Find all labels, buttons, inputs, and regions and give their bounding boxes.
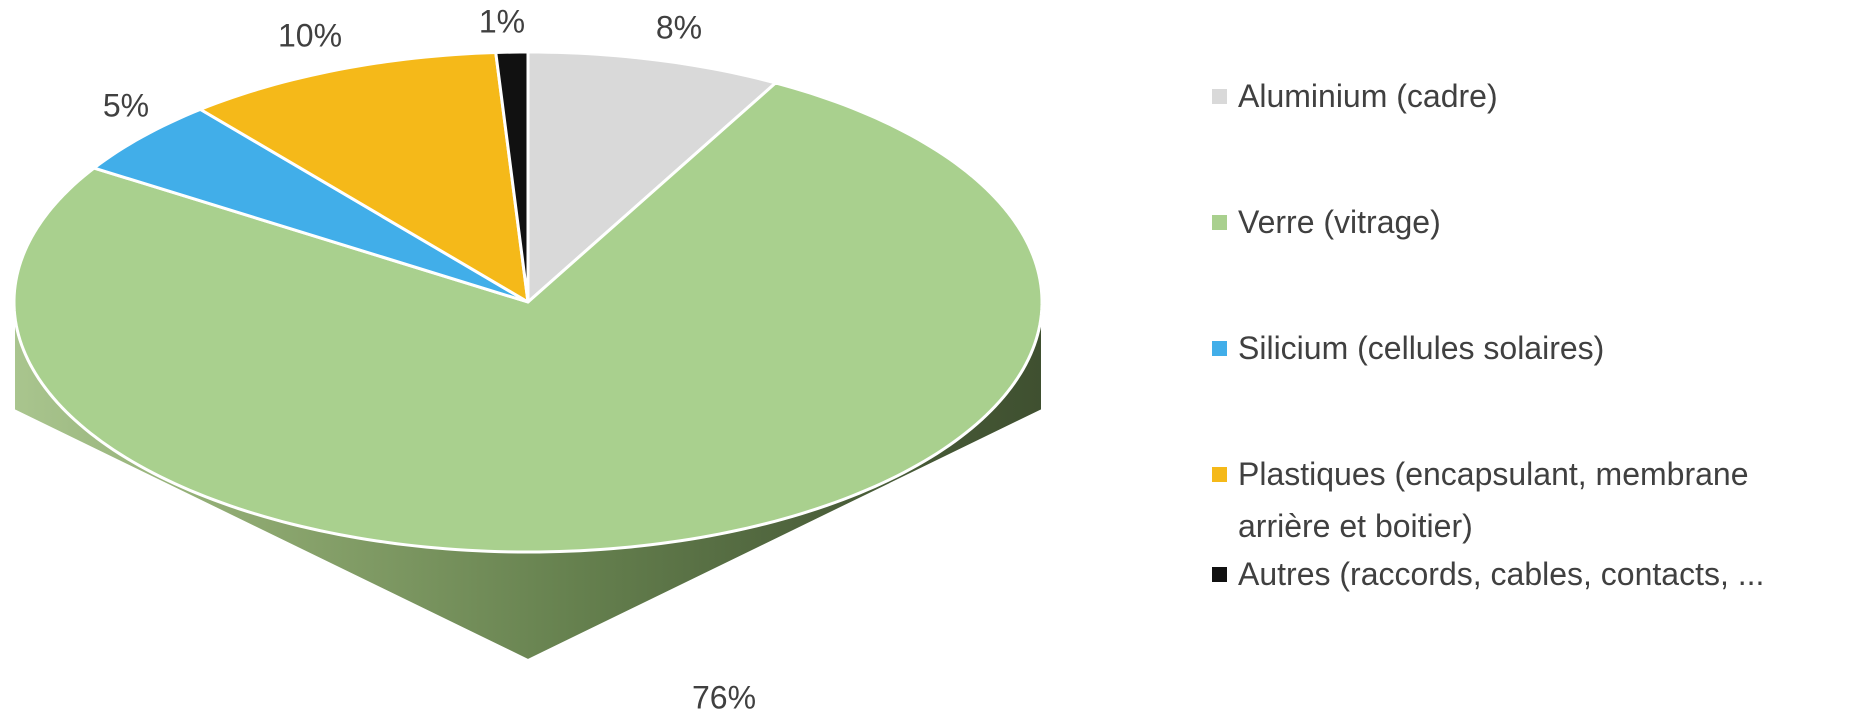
legend-item-silicium: Silicium (cellules solaires) (1212, 322, 1848, 374)
legend-label-verre: Verre (vitrage) (1238, 204, 1441, 240)
legend-swatch-autres (1212, 567, 1227, 582)
data-labels: 8% 76% 5% 10% 1% (103, 3, 756, 714)
legend-item-aluminium: Aluminium (cadre) (1212, 70, 1848, 122)
pie-top-layer (12, 50, 1044, 554)
data-label-verre: 76% (692, 679, 756, 714)
legend-label-aluminium: Aluminium (cadre) (1238, 78, 1498, 114)
legend-label-plastiques: Plastiques (encapsulant, membrane arrièr… (1238, 456, 1749, 544)
legend-item-autres: Autres (raccords, cables, contacts, ... (1212, 548, 1848, 600)
legend-label-silicium: Silicium (cellules solaires) (1238, 330, 1605, 366)
legend-item-plastiques: Plastiques (encapsulant, membrane arrièr… (1212, 448, 1848, 552)
data-label-aluminium: 8% (656, 9, 702, 45)
data-label-silicium: 5% (103, 87, 149, 123)
legend-label-autres: Autres (raccords, cables, contacts, ... (1238, 556, 1765, 592)
data-label-plastiques: 10% (278, 17, 342, 53)
pie-slice-autres (494, 50, 530, 304)
legend-swatch-silicium (1212, 341, 1227, 356)
pie-slice-plastiques (198, 50, 530, 304)
legend-swatch-verre (1212, 215, 1227, 230)
pie-slice-aluminium (526, 50, 778, 304)
legend-swatch-plastiques (1212, 467, 1227, 482)
pie-slice-silicium (92, 107, 530, 304)
legend-item-verre: Verre (vitrage) (1212, 196, 1848, 248)
data-label-autres: 1% (479, 3, 525, 39)
legend-swatch-aluminium (1212, 89, 1227, 104)
pie-slice-verre (12, 81, 1044, 554)
